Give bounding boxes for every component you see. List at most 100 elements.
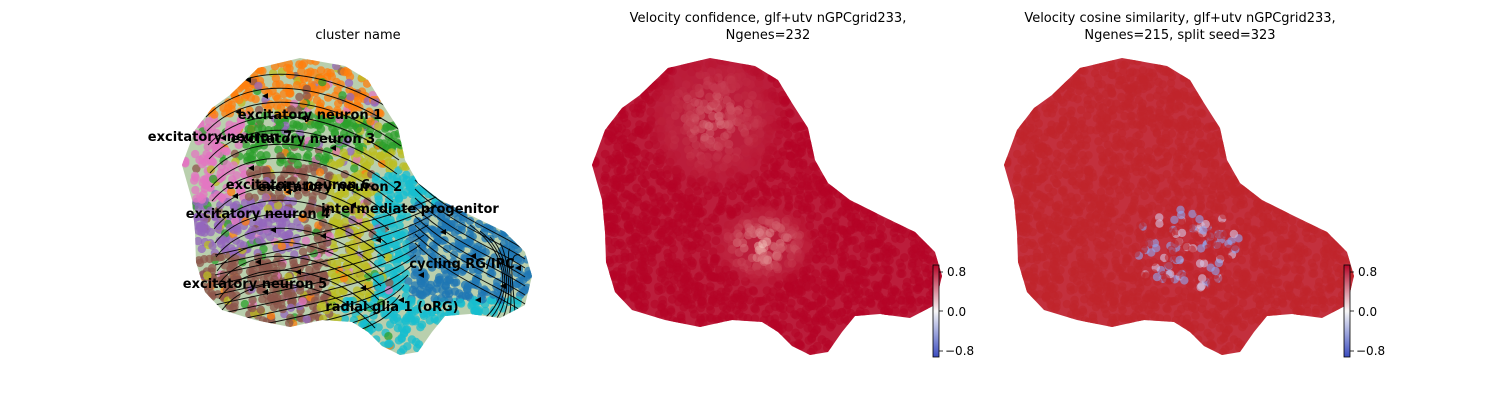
- cell-point: [193, 130, 203, 139]
- cell-point: [446, 307, 455, 316]
- cell-point: [255, 226, 264, 236]
- cell-point: [339, 148, 348, 157]
- cell-point: [709, 259, 719, 268]
- cell-point: [399, 173, 408, 183]
- cell-point: [709, 74, 719, 84]
- cell-point: [348, 205, 357, 215]
- cell-point: [765, 187, 775, 197]
- cell-point: [867, 267, 877, 277]
- cell-point: [236, 116, 246, 125]
- cell-point: [735, 232, 745, 241]
- cell-point: [643, 275, 653, 284]
- cell-point: [657, 116, 667, 126]
- cell-point: [405, 183, 415, 192]
- cell-point: [769, 319, 779, 329]
- velocity-streamline: [207, 115, 400, 161]
- cell-point: [626, 217, 636, 227]
- velocity-arrowhead: [418, 272, 424, 278]
- cell-point: [754, 78, 764, 88]
- cell-point: [609, 175, 619, 185]
- cell-point: [208, 241, 217, 250]
- cell-point: [613, 123, 623, 133]
- cell-point: [888, 294, 897, 304]
- cell-point: [231, 216, 240, 226]
- cell-point: [899, 308, 909, 318]
- velocity-arrowhead: [262, 93, 268, 99]
- cell-point: [688, 213, 698, 223]
- cell-point: [393, 324, 403, 333]
- cell-point: [708, 297, 717, 306]
- cell-point: [384, 332, 393, 341]
- cell-point: [302, 315, 311, 324]
- cell-point: [362, 221, 371, 230]
- cell-point: [337, 198, 347, 207]
- cell-point: [191, 185, 200, 195]
- cell-point: [687, 241, 697, 251]
- cell-point: [1053, 208, 1062, 217]
- cell-point: [780, 293, 790, 303]
- cell-point: [320, 183, 329, 192]
- cell-point: [353, 124, 362, 134]
- cell-point: [1207, 185, 1216, 194]
- cell-point: [616, 206, 625, 216]
- velocity-arrowhead: [270, 227, 276, 233]
- cell-point: [692, 63, 702, 73]
- cell-point: [256, 286, 265, 295]
- cell-point: [392, 241, 401, 250]
- cell-point: [691, 83, 701, 93]
- cell-point: [900, 253, 909, 262]
- cell-point: [425, 316, 434, 325]
- cell-point: [388, 159, 398, 168]
- cell-point: [813, 212, 822, 222]
- cell-point: [729, 183, 739, 193]
- cell-point: [255, 236, 264, 245]
- cell-point: [704, 139, 714, 149]
- cell-point: [308, 196, 317, 205]
- cell-point: [1237, 256, 1247, 265]
- cell-point: [774, 280, 784, 289]
- cell-point: [721, 138, 731, 148]
- cell-point: [616, 105, 625, 115]
- cell-point: [649, 241, 659, 250]
- cell-point: [441, 281, 450, 290]
- cell-point: [867, 225, 877, 235]
- cell-point: [922, 279, 932, 289]
- panel2-subtitle: Ngenes=232: [726, 28, 811, 43]
- cell-point: [1309, 262, 1318, 272]
- cell-point: [858, 257, 868, 267]
- velocity-arrowhead: [330, 145, 336, 151]
- cell-point: [249, 205, 259, 215]
- cell-point: [784, 244, 794, 253]
- cell-point: [403, 342, 412, 351]
- cell-point: [359, 319, 369, 329]
- cell-point: [276, 158, 285, 167]
- cell-point: [609, 215, 619, 224]
- cell-point: [825, 289, 835, 299]
- cluster-label: excitatory neuron 4: [186, 207, 330, 222]
- cell-point: [720, 296, 730, 306]
- cell-point: [302, 84, 311, 94]
- cell-point: [768, 241, 778, 251]
- cell-point: [414, 340, 424, 349]
- cell-point: [384, 171, 393, 181]
- cell-point: [310, 68, 319, 78]
- cell-point: [248, 303, 257, 313]
- cell-point: [750, 314, 760, 324]
- cell-point: [712, 207, 722, 217]
- cell-point: [897, 269, 907, 278]
- cell-point: [637, 283, 647, 293]
- cell-point: [719, 162, 728, 172]
- cell-point: [315, 152, 324, 161]
- cell-point: [340, 314, 350, 323]
- cell-point: [207, 156, 217, 165]
- cell-point: [835, 316, 845, 325]
- cell-point: [1184, 262, 1193, 272]
- cell-point: [792, 209, 802, 219]
- cell-point: [641, 207, 650, 217]
- cell-point: [897, 225, 907, 235]
- cell-point: [215, 236, 225, 245]
- cell-point: [709, 272, 719, 282]
- cell-point: [820, 187, 830, 197]
- cell-point: [401, 283, 410, 292]
